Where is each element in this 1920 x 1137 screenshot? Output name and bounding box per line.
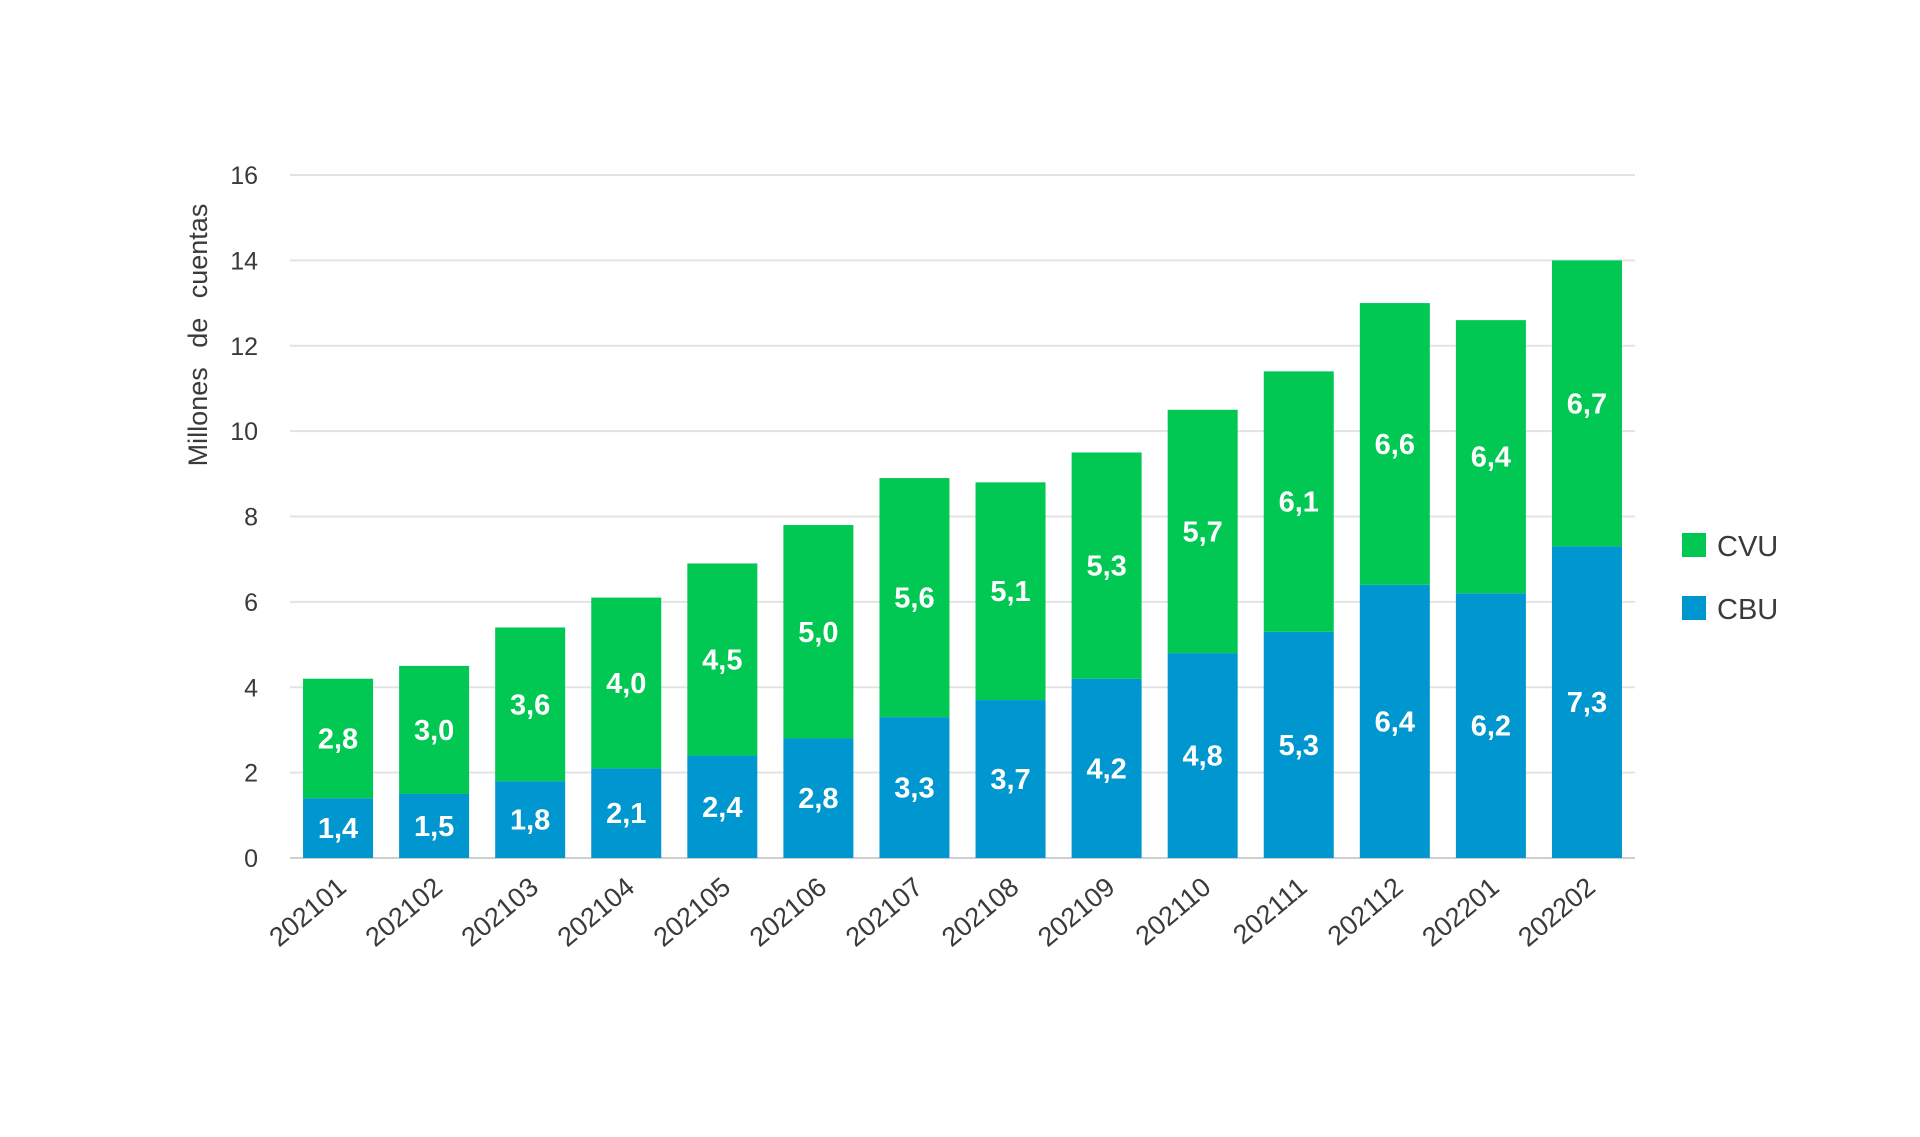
- data-label-cbu-202110: 4,8: [1183, 741, 1223, 773]
- data-label-cvu-202202: 6,7: [1567, 388, 1607, 420]
- legend-label-cbu: CBU: [1717, 594, 1778, 626]
- bar-cbu-202202: [1551, 546, 1622, 858]
- bar-cvu-202110: [1167, 409, 1238, 654]
- x-tick-label: 202103: [456, 872, 544, 953]
- bar-cbu-202104: [591, 768, 662, 858]
- bar-cbu-202106: [783, 738, 854, 858]
- data-label-cbu-202105: 2,4: [702, 792, 742, 824]
- data-label-cbu-202104: 2,1: [606, 798, 646, 830]
- data-label-cbu-202111: 5,3: [1279, 730, 1319, 762]
- bar-cbu-202101: [303, 798, 374, 858]
- y-tick-label: 0: [244, 845, 258, 873]
- y-tick-label: 10: [230, 418, 258, 446]
- bar-cvu-202201: [1455, 320, 1526, 594]
- bar-cvu-202111: [1263, 371, 1334, 632]
- data-label-cvu-202108: 5,1: [990, 576, 1030, 608]
- bar-cbu-202112: [1359, 584, 1430, 858]
- bar-cbu-202103: [495, 781, 566, 858]
- data-label-cvu-202102: 3,0: [414, 715, 454, 747]
- data-label-cbu-202109: 4,2: [1086, 753, 1126, 785]
- x-tick-label: 202107: [840, 872, 928, 953]
- data-label-cbu-202103: 1,8: [510, 805, 550, 837]
- bar-cbu-202107: [879, 717, 950, 858]
- x-tick-label: 202101: [264, 872, 352, 953]
- y-tick-label: 14: [230, 247, 258, 275]
- y-tick-label: 6: [244, 589, 258, 617]
- bar-cvu-202107: [879, 478, 950, 718]
- data-label-cbu-202106: 2,8: [798, 783, 838, 815]
- legend-swatch-cvu: [1682, 533, 1706, 557]
- x-tick-label: 202102: [360, 872, 448, 953]
- data-label-cvu-202107: 5,6: [894, 583, 934, 615]
- data-label-cvu-202103: 3,6: [510, 689, 550, 721]
- y-tick-label: 12: [230, 333, 258, 361]
- bar-cvu-202106: [783, 525, 854, 739]
- data-label-cbu-202201: 6,2: [1471, 711, 1511, 743]
- data-label-cbu-202107: 3,3: [894, 773, 934, 805]
- x-axis-ticks: 202101 202102 202103 202104 202105 202106 2021…: [264, 872, 1601, 953]
- bar-cvu-202105: [687, 563, 758, 756]
- bar-cbu-202201: [1455, 593, 1526, 858]
- x-tick-label: 202110: [1130, 872, 1217, 952]
- bar-cvu-202103: [495, 627, 566, 782]
- data-label-cbu-202102: 1,5: [414, 811, 454, 843]
- data-label-cvu-202101: 2,8: [318, 723, 358, 755]
- legend-label-cvu: CVU: [1717, 531, 1778, 563]
- data-label-cbu-202202: 7,3: [1567, 687, 1607, 719]
- bar-cvu-202108: [975, 482, 1046, 701]
- data-label-cbu-202112: 6,4: [1375, 706, 1415, 738]
- bar-cbu-202111: [1263, 631, 1334, 858]
- x-tick-label: 202105: [648, 872, 736, 953]
- data-labels: 1,4 2,8 1,5 3,0 1,8 3,6 2,1 4,0 2,4 4,5 2,8 5,0 3,3 5…: [318, 388, 1607, 845]
- bar-cvu-202101: [303, 678, 374, 799]
- x-tick-label: 202109: [1032, 872, 1120, 953]
- bar-cbu-202110: [1167, 653, 1238, 858]
- bar-cbu-202109: [1071, 678, 1142, 858]
- data-label-cbu-202108: 3,7: [990, 764, 1030, 796]
- bars: [303, 260, 1622, 858]
- y-axis-title: Millones de cuentas: [183, 204, 213, 467]
- data-label-cbu-202101: 1,4: [318, 813, 358, 845]
- bar-cvu-202112: [1359, 303, 1430, 585]
- bar-cvu-202202: [1551, 260, 1622, 547]
- data-label-cvu-202111: 6,1: [1279, 487, 1319, 519]
- y-tick-label: 8: [244, 504, 258, 532]
- x-tick-label: 202112: [1322, 872, 1409, 952]
- data-label-cvu-202110: 5,7: [1183, 516, 1223, 548]
- x-tick-label: 202202: [1513, 872, 1601, 953]
- bar-cvu-202102: [399, 665, 470, 794]
- data-label-cvu-202109: 5,3: [1086, 551, 1126, 583]
- data-label-cvu-202201: 6,4: [1471, 442, 1511, 474]
- bar-cbu-202102: [399, 793, 470, 858]
- data-label-cvu-202106: 5,0: [798, 617, 838, 649]
- data-label-cvu-202105: 4,5: [702, 645, 742, 677]
- x-tick-label: 202108: [936, 872, 1024, 953]
- x-tick-label: 202104: [552, 872, 640, 953]
- bar-cbu-202108: [975, 700, 1046, 858]
- data-label-cvu-202104: 4,0: [606, 668, 646, 700]
- legend: CVU CBU: [1682, 531, 1778, 626]
- x-tick-label: 202106: [744, 872, 832, 953]
- bar-cvu-202109: [1071, 452, 1142, 679]
- gridlines: [290, 174, 1635, 859]
- y-tick-label: 4: [244, 674, 258, 702]
- x-tick-label: 202111: [1227, 872, 1312, 950]
- y-axis-ticks: 0 2 4 6 8 10 12 14 16: [230, 162, 258, 873]
- data-label-cvu-202112: 6,6: [1375, 429, 1415, 461]
- x-tick-label: 202201: [1416, 872, 1504, 953]
- y-tick-label: 16: [230, 162, 258, 190]
- legend-swatch-cbu: [1682, 596, 1706, 620]
- bar-cvu-202104: [591, 597, 662, 769]
- bar-cbu-202105: [687, 755, 758, 858]
- y-tick-label: 2: [244, 760, 258, 788]
